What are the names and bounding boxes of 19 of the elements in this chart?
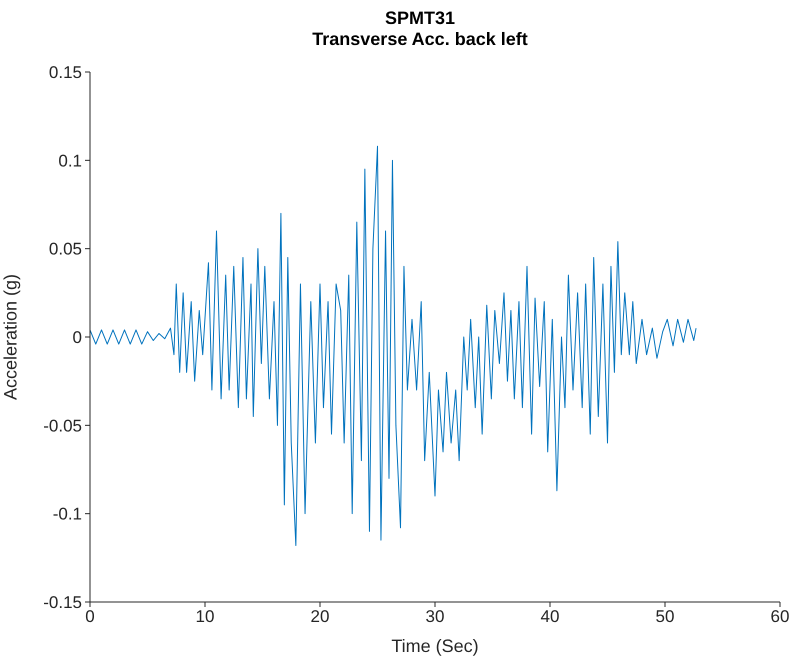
y-axis-title: Acceleration (g) <box>0 274 20 400</box>
x-tick-label: 10 <box>196 607 214 626</box>
x-tick-label: 0 <box>85 607 95 626</box>
y-tick-label: 0.15 <box>48 63 82 82</box>
chart-subtitle: Transverse Acc. back left <box>311 29 529 50</box>
y-tick-label: 0 <box>72 328 82 348</box>
y-tick-label: 0.05 <box>48 240 82 259</box>
y-tick-label: -0.05 <box>43 416 82 436</box>
y-tick-label: -0.15 <box>43 593 82 612</box>
x-tick-label: 30 <box>426 607 444 626</box>
line-series <box>90 146 697 546</box>
x-tick-label: 40 <box>540 607 560 626</box>
chart-title: SPMT31 <box>384 8 456 29</box>
x-tick-label: 60 <box>770 607 790 626</box>
y-tick-label: -0.1 <box>52 504 82 524</box>
x-tick-label: 50 <box>656 607 674 626</box>
x-axis-title: Time (Sec) <box>391 636 479 656</box>
x-tick-label: 20 <box>310 607 330 626</box>
y-tick-label: 0.1 <box>58 151 82 170</box>
